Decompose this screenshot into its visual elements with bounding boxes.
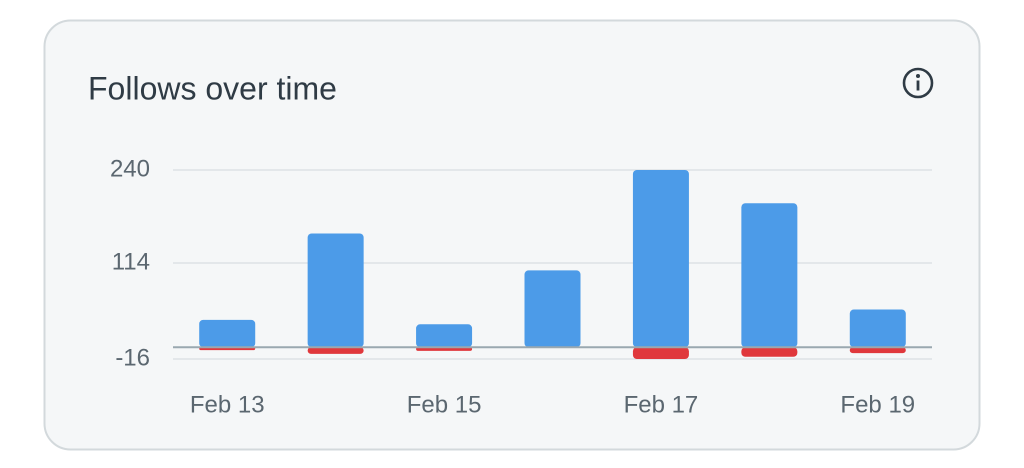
bar (849, 309, 906, 348)
bar (632, 347, 689, 359)
bar (741, 347, 798, 357)
x-tick-label: Feb 19 (840, 391, 915, 418)
x-tick-label: Feb 15 (407, 391, 482, 418)
bar (307, 233, 364, 348)
bar (524, 270, 581, 348)
chart-title: Follows over time (88, 70, 337, 106)
x-tick-label: Feb 13 (190, 391, 265, 418)
y-tick-label: 240 (110, 155, 150, 182)
x-tick-label: Feb 17 (624, 391, 699, 418)
info-button[interactable] (902, 67, 934, 99)
bar (416, 324, 473, 348)
y-tick-label: 114 (112, 248, 150, 275)
y-tick-label: -16 (115, 344, 150, 371)
bar (632, 170, 689, 348)
bar (849, 347, 906, 354)
bar (741, 203, 798, 348)
bar (307, 347, 364, 354)
bar (199, 319, 256, 348)
